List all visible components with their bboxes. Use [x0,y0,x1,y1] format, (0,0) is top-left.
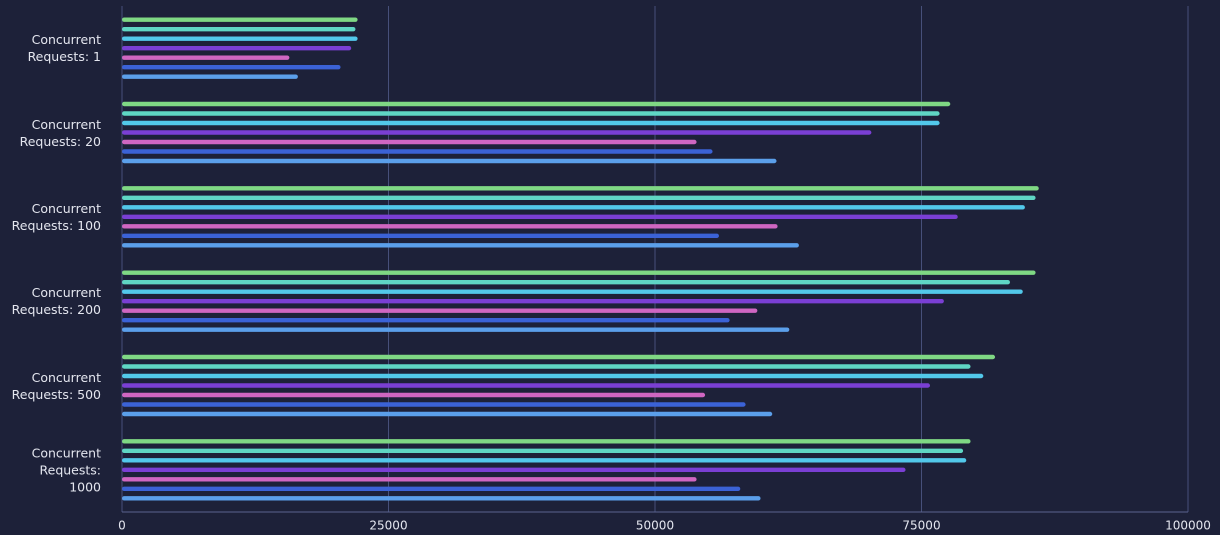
y-tick-label: Concurrent Requests: 200 [11,285,101,318]
bar [122,243,799,248]
bar [122,458,967,463]
bar [122,186,1039,191]
bar [122,308,758,313]
bar [122,486,741,492]
y-tick-label: Concurrent Requests: 1000 [31,445,101,495]
bar [122,74,298,79]
x-tick-label: 0 [118,519,126,533]
bar [122,354,996,360]
bar [122,402,746,407]
bar [122,289,1023,294]
bar [122,233,719,239]
bar [122,270,1036,275]
x-tick-label: 100000 [1165,519,1211,533]
bar [122,120,940,126]
bar [122,139,697,145]
bar [122,327,790,332]
bar [122,439,971,444]
bar [122,317,730,323]
bar [122,496,761,501]
bar [122,149,713,154]
bar [122,130,872,135]
bar [122,224,778,229]
y-tick-label: Concurrent Requests: 500 [11,369,101,402]
bar [122,36,358,41]
bar [122,298,944,304]
y-tick-label: Concurrent Requests: 1 [27,32,101,65]
x-tick-label: 50000 [636,519,674,533]
bar [122,55,290,60]
bar [122,195,1036,201]
bar [122,392,706,398]
bar [122,17,358,22]
bar [122,411,773,417]
bar [122,448,964,454]
bar [122,158,777,164]
bar [122,111,940,116]
bar [122,26,356,32]
bar [122,101,951,107]
y-tick-label: Concurrent Requests: 20 [19,116,101,149]
x-tick-label: 25000 [369,519,407,533]
bar [122,205,1025,210]
bar [122,45,352,51]
bar [122,364,971,369]
bar [122,279,1010,285]
x-tick-label: 75000 [902,519,940,533]
bar [122,383,931,388]
bar [122,467,906,473]
bar [122,477,697,482]
bar [122,214,958,220]
bar [122,373,984,379]
bar [122,64,341,70]
y-tick-label: Concurrent Requests: 100 [11,200,101,233]
